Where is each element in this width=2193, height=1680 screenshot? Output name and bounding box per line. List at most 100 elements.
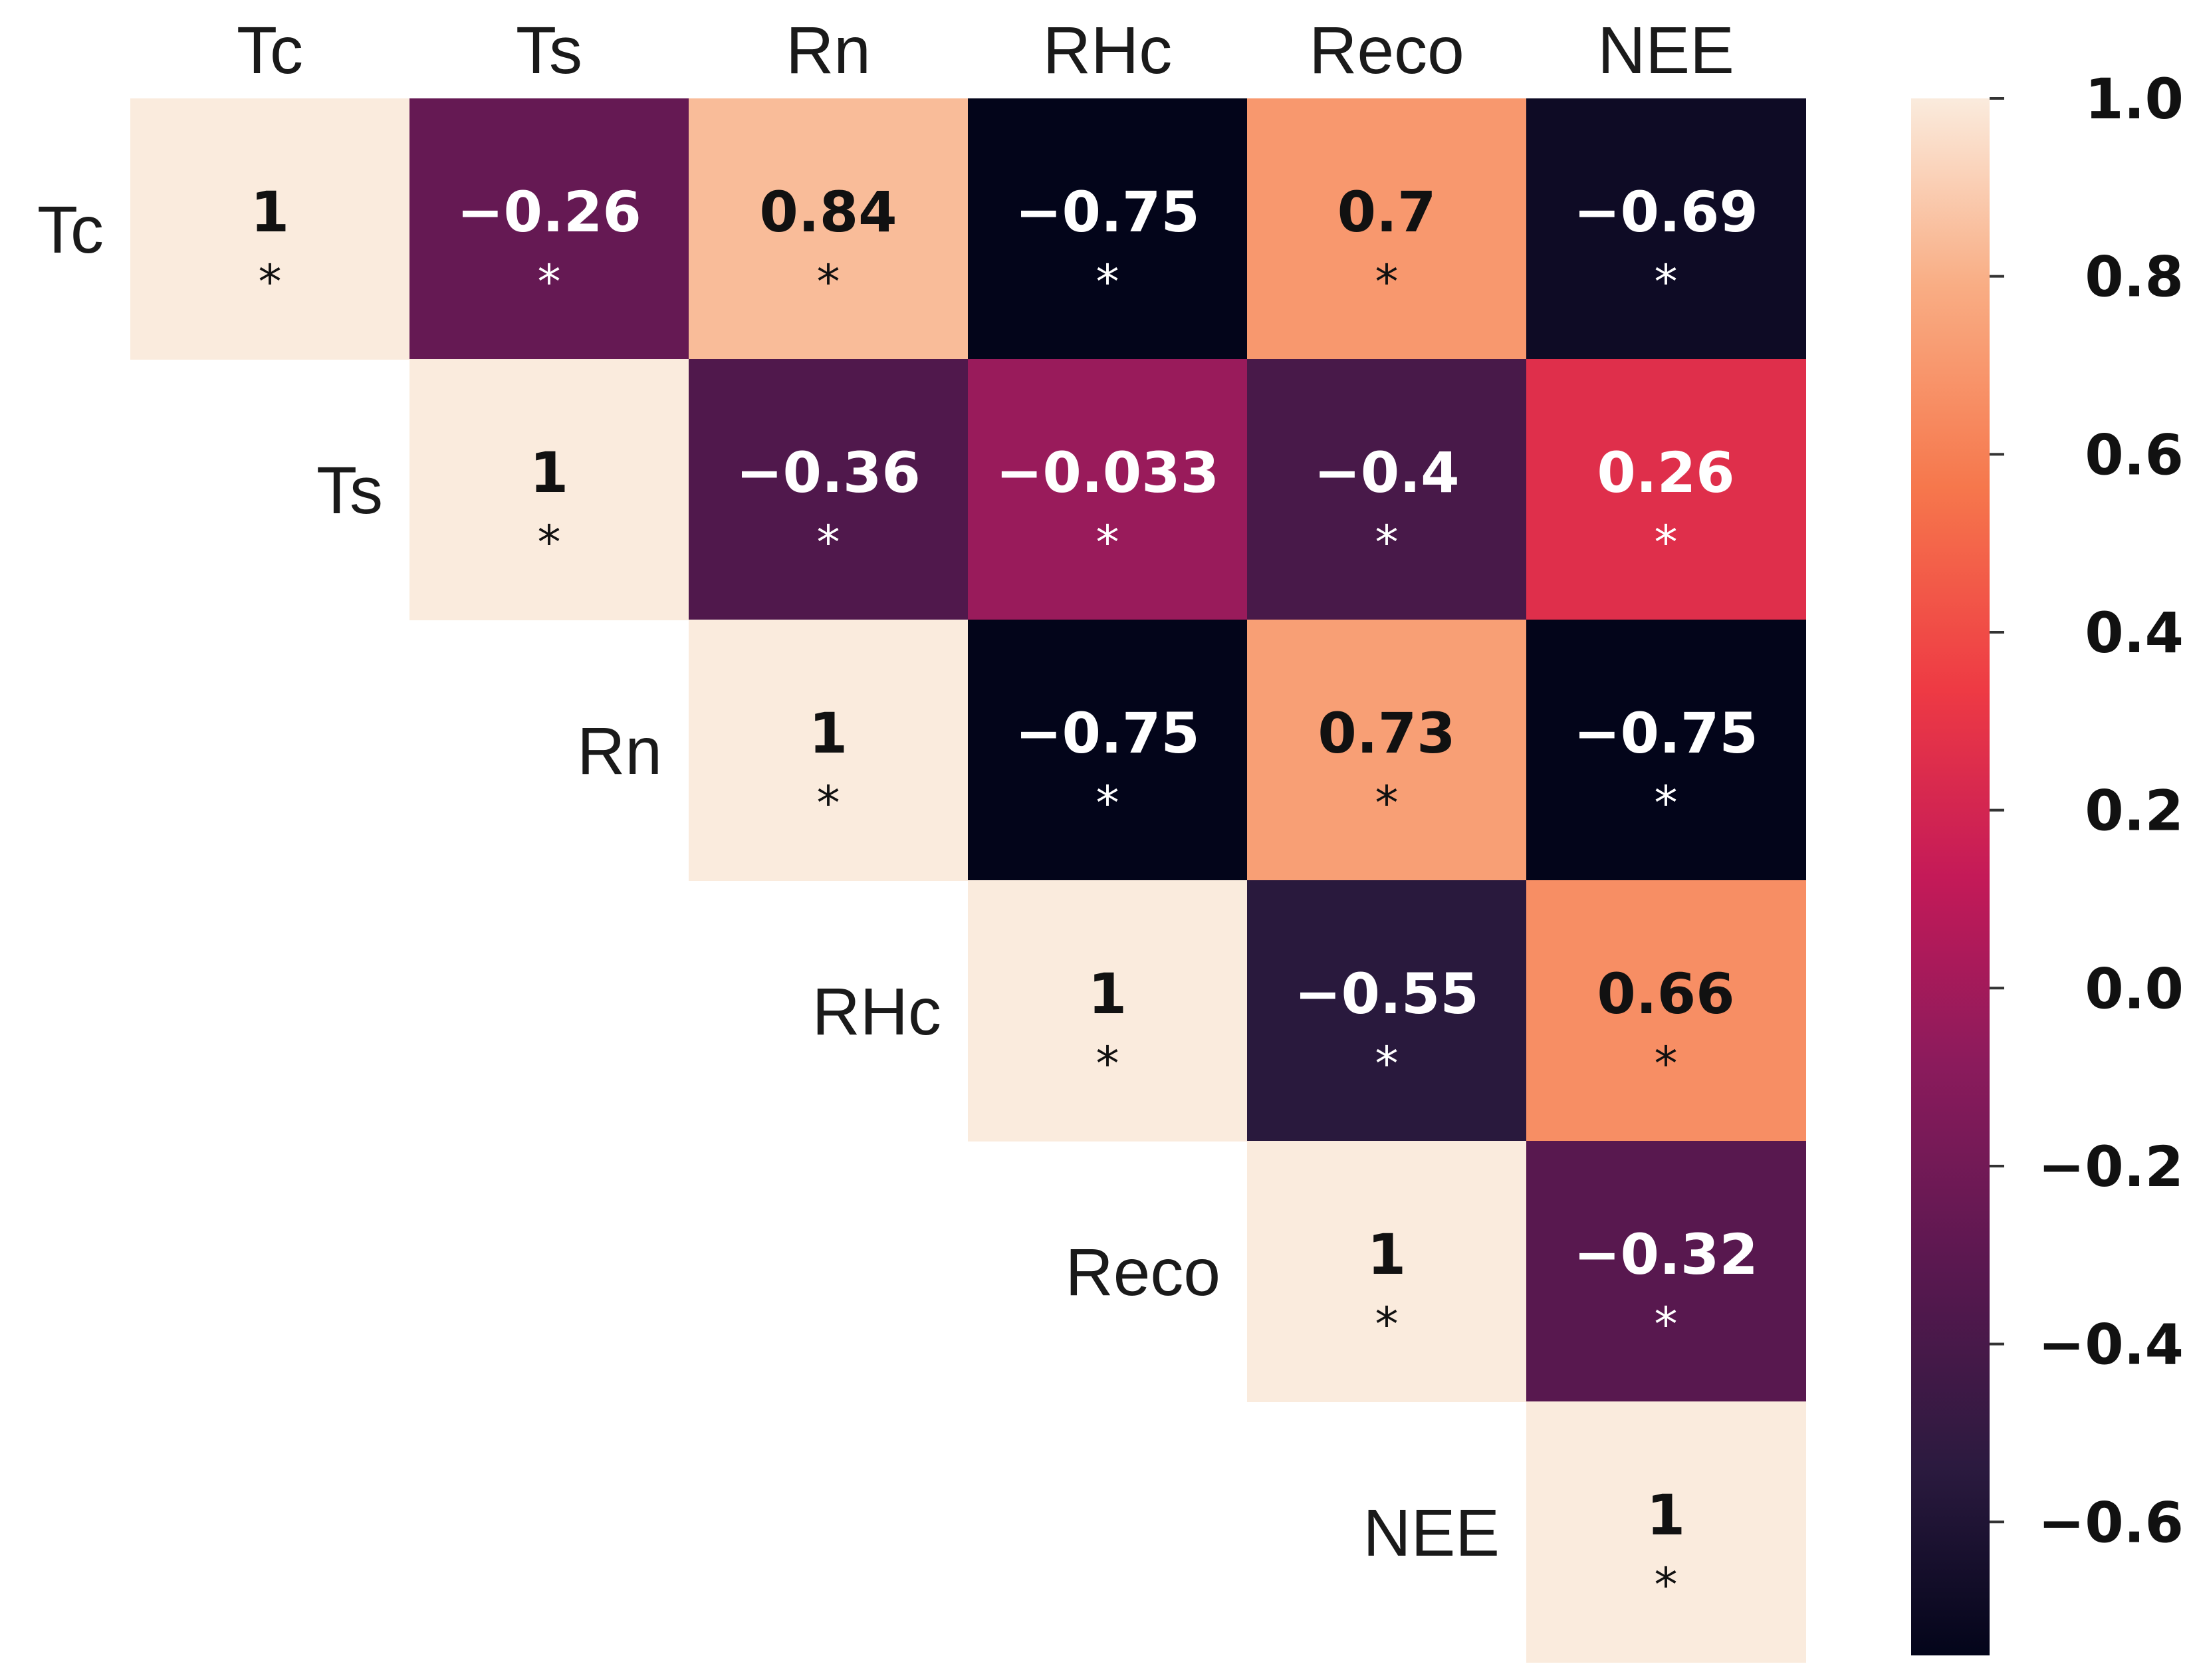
cell-value: −0.32 [1573,1222,1758,1287]
column-label-Tc: Tc [237,13,303,88]
significance-marker: * [538,515,561,570]
heatmap-cell-RHc-Reco: −0.55 * [1247,880,1527,1141]
cell-rect [1247,880,1527,1141]
cell-value: 0.73 [1318,701,1455,766]
row-label-Rn: Rn [577,714,662,788]
colorbar-tick-label: 0.6 [2085,422,2184,487]
heatmap-cell-Reco-Reco: 1* [1247,1141,1527,1402]
cell-rect [968,880,1248,1141]
colorbar-tick-label: −0.2 [2038,1134,2184,1199]
significance-marker: * [1655,1558,1678,1612]
cell-value: −0.033 [996,440,1219,505]
heatmap-cell-Rn-Rn: 1* [689,620,969,881]
cell-rect [1247,620,1527,881]
heatmap-cell-Tc-NEE: −0.69 * [1526,98,1806,360]
row-labels: Tc Ts Rn RHc Reco NEE [37,193,1500,1570]
colorbar-tick-label: 1.0 [2085,66,2184,132]
colorbar-tick-label: 0.8 [2085,245,2184,310]
cell-rect [1526,1141,1806,1402]
colorbar-tick-label: −0.4 [2038,1312,2184,1378]
cell-rect [689,98,969,360]
cell-rect [1247,359,1527,620]
cell-rect [409,359,689,620]
cell-rect [689,359,969,620]
cell-value: 0.7 [1337,180,1437,245]
cell-value: −0.36 [736,440,921,505]
column-label-RHc: RHc [1043,13,1172,88]
row-label-NEE: NEE [1363,1496,1500,1570]
colorbar-tick-label: 0.4 [2085,600,2184,665]
heatmap-cell-RHc-RHc: 1* [968,880,1248,1141]
significance-marker: * [817,255,840,309]
heatmap-cell-Ts-NEE: 0.26 * [1526,359,1806,620]
column-label-Reco: Reco [1309,13,1464,88]
heatmap-cell-Rn-RHc: −0.75 * [968,620,1248,881]
significance-marker: * [1375,255,1399,309]
significance-marker: * [259,255,282,309]
column-label-Rn: Rn [786,13,871,88]
cell-value: 1 [1367,1222,1406,1287]
significance-marker: * [1655,515,1678,570]
row-label-Ts: Ts [316,453,383,528]
heatmap-cell-Tc-Rn: 0.84 * [689,98,969,360]
cell-value: −0.4 [1314,440,1459,505]
heatmap-cell-RHc-NEE: 0.66 * [1526,880,1806,1141]
significance-marker: * [1655,1297,1678,1352]
row-label-RHc: RHc [812,975,941,1049]
colorbar-ticks: 1.0 0.8 0.6 0.4 0.2 0.0 −0.2 −0.4 −0.6 [1990,66,2184,1555]
colorbar-tick-label: 0.2 [2085,779,2184,844]
cell-rect [1526,880,1806,1141]
column-label-NEE: NEE [1597,13,1734,88]
cell-value: 1 [530,440,568,505]
heatmap-cell-Tc-Reco: 0.7 * [1247,98,1527,360]
significance-marker: * [1655,776,1678,830]
cell-value: −0.75 [1573,701,1758,766]
column-labels: Tc Ts Rn RHc Reco NEE [237,13,1734,88]
heatmap-cells: 1*−0.26*0.84*−0.75*0.7*−0.69*1*−0.36*−0.… [130,98,1806,1663]
significance-marker: * [1096,515,1119,570]
heatmap-cell-Ts-Rn: −0.36 * [689,359,969,620]
significance-marker: * [1375,1036,1399,1091]
column-label-Ts: Ts [516,13,582,88]
colorbar-tick-label: 0.0 [2085,956,2184,1021]
cell-value: −0.75 [1015,701,1200,766]
cell-rect [968,620,1248,881]
cell-value: 0.66 [1597,961,1734,1026]
cell-rect [1247,1141,1527,1402]
cell-rect [1526,98,1806,360]
cell-rect [1247,98,1527,360]
cell-rect [409,98,689,360]
significance-marker: * [1096,776,1119,830]
heatmap-cell-Tc-Ts: −0.26 * [409,98,689,360]
colorbar [1911,98,1990,1655]
significance-marker: * [1655,255,1678,309]
cell-value: 1 [251,180,289,245]
cell-rect [1526,620,1806,881]
heatmap-cell-Tc-RHc: −0.75 * [968,98,1248,360]
cell-value: −0.75 [1015,180,1200,245]
cell-rect [968,359,1248,620]
heatmap-cell-Tc-Tc: 1* [130,98,410,360]
cell-value: 1 [1647,1483,1685,1548]
heatmap-cell-Rn-Reco: 0.73 * [1247,620,1527,881]
cell-rect [130,98,410,360]
heatmap-cell-Ts-RHc: −0.033 * [968,359,1248,620]
heatmap-cell-NEE-NEE: 1* [1526,1401,1806,1663]
cell-value: −0.55 [1294,961,1479,1026]
cell-rect [1526,359,1806,620]
significance-marker: * [1096,255,1119,309]
row-label-Reco: Reco [1066,1235,1220,1310]
heatmap-cell-Rn-NEE: −0.75 * [1526,620,1806,881]
significance-marker: * [1375,776,1399,830]
heatmap-cell-Ts-Ts: 1* [409,359,689,620]
significance-marker: * [1375,515,1399,570]
cell-value: 0.26 [1597,440,1734,505]
cell-rect [689,620,969,881]
cell-rect [968,98,1248,360]
cell-value: −0.26 [457,180,641,245]
colorbar-tick-label: −0.6 [2038,1490,2184,1555]
significance-marker: * [817,515,840,570]
cell-rect [1526,1401,1806,1663]
significance-marker: * [1655,1036,1678,1091]
